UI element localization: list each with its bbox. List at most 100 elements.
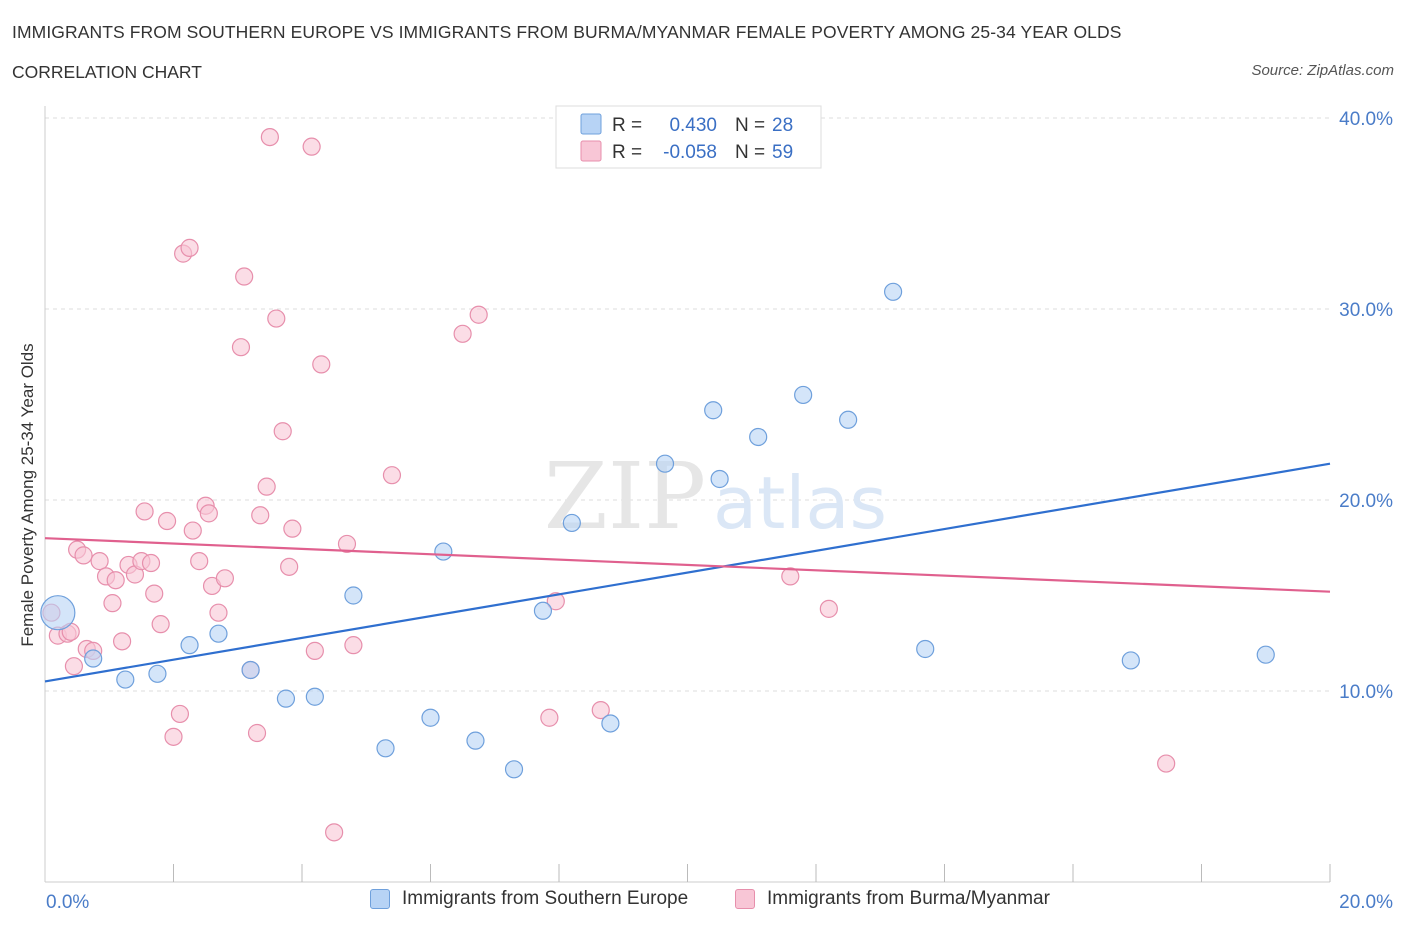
point-burma-52 [469,305,488,324]
point-burma-48 [337,534,357,554]
point-southern-europe-0 [40,595,76,631]
grid-lines [45,117,1330,692]
point-burma-42 [280,557,299,576]
point-southern-europe-24 [883,282,903,301]
stats-swatch-pink [580,140,602,162]
point-burma-40 [267,309,286,328]
point-burma-9 [90,552,109,571]
point-burma-18 [141,553,161,573]
chart-subtitle: CORRELATION CHART [12,62,202,82]
point-southern-europe-11 [421,708,440,727]
y-tick-label-3: 40.0% [1339,109,1393,130]
point-southern-europe-17 [601,714,620,733]
point-burma-29 [199,504,218,523]
point-southern-europe-5 [209,624,228,643]
legend-item-burma: Immigrants from Burma/Myanmar [735,888,1050,910]
point-southern-europe-19 [704,401,723,420]
point-southern-europe-8 [305,687,324,706]
point-southern-europe-6 [241,660,260,680]
point-burma-36 [247,723,267,743]
stats-n-value-blue: 28 [772,115,793,136]
point-southern-europe-9 [344,586,363,605]
point-burma-55 [591,700,610,720]
trend-line-burma [44,537,1331,593]
chart-title: IMMIGRANTS FROM SOUTHERN EUROPE VS IMMIG… [12,22,1122,42]
point-burma-33 [231,338,251,357]
point-southern-europe-1 [84,649,103,668]
point-burma-19 [145,584,164,603]
point-burma-41 [273,422,292,441]
point-southern-europe-12 [434,542,453,561]
legend-label-southern-europe: Immigrants from Southern Europe [402,888,689,909]
point-burma-53 [540,708,559,727]
point-southern-europe-22 [794,385,813,405]
watermark: ZIP atlas [544,443,887,550]
x-tick-label-max: 20.0% [1339,892,1393,913]
point-burma-34 [235,267,254,286]
point-southern-europe-4 [180,636,199,655]
point-burma-17 [135,502,154,521]
y-tick-label-1: 20.0% [1339,491,1393,512]
point-burma-54 [546,592,565,611]
point-burma-31 [209,603,228,622]
stats-swatch-blue [580,113,602,135]
source-label: Source: ZipAtlas.com [1251,62,1394,79]
stats-legend: R = 0.430 N = 28 R = -0.058 N = 59 [555,105,822,169]
stats-n-label-pink: N = [735,142,765,163]
stats-n-label-blue: N = [735,115,765,136]
point-southern-europe-2 [116,670,135,689]
stats-r-label-blue: R = [612,115,642,136]
point-burma-50 [382,466,402,485]
point-burma-37 [251,506,270,525]
point-burma-56 [781,567,800,586]
bottom-legend: Immigrants from Southern Europe Immigran… [0,888,1406,918]
point-southern-europe-27 [1256,645,1275,664]
watermark-zip: ZIP [544,443,706,550]
point-burma-25 [180,238,199,257]
point-burma-11 [103,594,122,613]
point-burma-20 [151,615,170,634]
point-southern-europe-16 [562,513,581,533]
point-southern-europe-7 [276,689,296,708]
point-burma-26 [183,521,202,540]
point-burma-13 [112,632,132,651]
point-southern-europe-10 [376,739,395,758]
point-southern-europe-26 [1121,651,1140,670]
stats-r-label-pink: R = [612,142,642,163]
point-burma-43 [283,519,302,538]
stats-r-value-blue: 0.430 [669,115,717,136]
point-southern-europe-20 [710,469,729,489]
series-burma-points [42,128,1176,842]
point-burma-44 [302,137,321,156]
point-burma-57 [819,599,838,618]
point-burma-32 [215,569,234,588]
series-southern-europe-points [40,282,1275,779]
point-southern-europe-25 [916,639,935,659]
point-burma-51 [453,324,472,343]
point-burma-58 [1157,754,1176,773]
stats-n-value-pink: 59 [772,142,793,163]
legend-label-burma: Immigrants from Burma/Myanmar [767,888,1050,909]
point-burma-46 [312,355,331,374]
y-tick-label-0: 10.0% [1339,682,1393,703]
point-burma-22 [164,727,183,746]
point-southern-europe-21 [749,427,768,447]
point-southern-europe-15 [533,601,553,620]
stats-r-value-pink: -0.058 [663,142,717,163]
trend-lines [44,462,1331,683]
point-burma-21 [157,511,177,531]
point-southern-europe-14 [504,760,524,779]
legend-swatch-pink [735,889,755,909]
point-burma-4 [64,657,84,676]
point-southern-europe-13 [466,731,485,750]
point-burma-23 [170,704,190,724]
point-burma-47 [325,823,344,842]
axes [44,106,1331,883]
point-burma-6 [74,546,93,565]
y-axis-label: Female Poverty Among 25-34 Year Olds [18,343,37,646]
point-burma-12 [106,571,125,590]
watermark-atlas: atlas [713,461,887,545]
point-burma-39 [260,128,279,147]
point-burma-45 [305,641,324,660]
